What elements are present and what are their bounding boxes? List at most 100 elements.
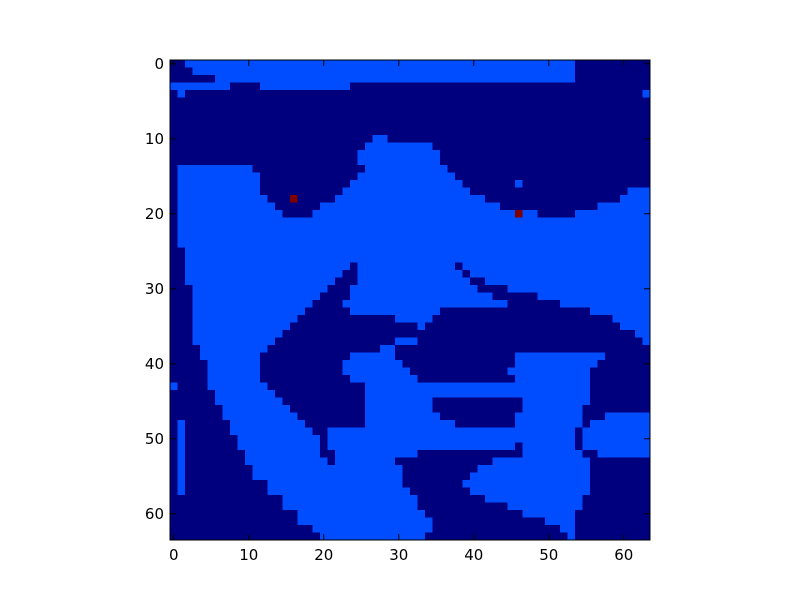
heatmap-cell-run [185, 457, 246, 466]
heatmap-cell-run [170, 510, 298, 518]
heatmap-cell-run [177, 435, 186, 443]
heatmap-cell-run [350, 285, 478, 293]
heatmap-cell-run [192, 67, 576, 76]
heatmap-cell-run [282, 330, 636, 338]
heatmap-cell-run [297, 195, 336, 203]
heatmap-cell-run [170, 330, 193, 338]
heatmap-cell-run [207, 367, 261, 376]
heatmap-cell-run [462, 270, 471, 278]
heatmap-cell-run [177, 225, 651, 233]
heatmap-cell-run [627, 187, 651, 196]
heatmap-cell-run [575, 435, 583, 443]
heatmap-cell-run [185, 427, 231, 436]
heatmap-cell-run [170, 225, 178, 233]
heatmap-cell-run [575, 532, 651, 541]
heatmap-cell-run [207, 375, 261, 383]
heatmap-cell-run [170, 397, 216, 406]
heatmap-cell-run [477, 285, 508, 293]
y-tick-label: 40 [145, 355, 164, 373]
heatmap-cell-run [575, 510, 651, 518]
heatmap-cell-run [177, 382, 208, 391]
x-tick-label: 30 [389, 546, 408, 564]
heatmap-cell-run [327, 442, 516, 451]
heatmap-cell-run [222, 412, 298, 421]
heatmap-cell-run [522, 442, 576, 451]
heatmap-cell-run [350, 307, 441, 316]
heatmap-cell-run [380, 345, 396, 353]
y-tick-label: 60 [145, 505, 164, 523]
heatmap-cell-run [582, 495, 651, 503]
heatmap-cell-run [590, 382, 651, 391]
heatmap-cell-run [170, 465, 178, 473]
heatmap-cell-run [185, 420, 231, 428]
heatmap-cell-run [365, 390, 591, 398]
heatmap-cell-run [207, 360, 261, 368]
heatmap-cell-run [170, 277, 186, 286]
heatmap-cell-run [410, 367, 508, 376]
heatmap-cell-run [170, 450, 178, 458]
heatmap-cell-run [327, 457, 336, 466]
heatmap-cell-run [575, 517, 651, 526]
heatmap-cell-run [605, 412, 651, 421]
heatmap-cell-run [252, 165, 366, 173]
heatmap-cell-run [342, 187, 471, 196]
heatmap-cell-run [545, 517, 576, 526]
heatmap-cell-run [282, 210, 313, 218]
x-tick-label: 20 [314, 546, 333, 564]
heatmap-cell-run [170, 487, 178, 496]
heatmap-cell-run [575, 60, 651, 68]
heatmap-cell-run [470, 487, 591, 496]
heatmap-cell-run [170, 180, 178, 188]
heatmap-cell-run [252, 472, 403, 481]
heatmap-cell-run [582, 427, 651, 436]
heatmap-cell-run [590, 367, 651, 376]
heatmap-cell-run [177, 427, 186, 436]
y-tick-label: 10 [145, 130, 164, 148]
heatmap-cell-run [432, 142, 651, 151]
heatmap-cell-run [507, 300, 561, 308]
heatmap-cell-run [245, 450, 321, 458]
heatmap-cell-run [342, 360, 403, 368]
heatmap-cell-run [267, 345, 381, 353]
heatmap-cell-run [515, 420, 583, 428]
heatmap-cell-run [192, 330, 283, 338]
y-tick-label: 50 [145, 430, 164, 448]
heatmap-cell-run [342, 367, 411, 376]
heatmap-cell-run [335, 450, 418, 458]
heatmap-cell-run [177, 232, 651, 241]
heatmap-cell-run [612, 315, 651, 323]
heatmap-cell-run [582, 420, 591, 428]
heatmap-cell-run [170, 105, 651, 113]
heatmap-cell-run [597, 360, 651, 368]
heatmap-cell-run [320, 442, 328, 451]
heatmap-cell-run [320, 292, 351, 301]
heatmap-cell-run [170, 262, 186, 271]
heatmap-cell-run [185, 270, 343, 278]
heatmap-cell-run [485, 495, 583, 503]
heatmap-cell-run [170, 442, 178, 451]
heatmap-cell-run [470, 187, 628, 196]
heatmap-cell-run [492, 292, 538, 301]
heatmap-cell-run [560, 525, 576, 533]
heatmap-cell-run [170, 532, 321, 541]
heatmap-cell-run [230, 82, 261, 91]
heatmap-cell-run [260, 375, 351, 383]
heatmap-cell-run [312, 427, 328, 436]
heatmap-cell-run [207, 382, 268, 391]
heatmap-cell-run [170, 300, 193, 308]
heatmap-cell-run [417, 502, 508, 511]
heatmap-cell-run [177, 450, 186, 458]
heatmap-cell-run [432, 525, 561, 533]
heatmap-cell-run [350, 292, 493, 301]
heatmap-cell-run [170, 270, 186, 278]
x-tick-label: 50 [539, 546, 558, 564]
heatmap-cell-run [320, 202, 501, 211]
heatmap-cell-run [582, 405, 651, 413]
heatmap-cell-run [590, 390, 651, 398]
heatmap-cell-run [170, 390, 216, 398]
heatmap-cell-run [327, 435, 576, 443]
heatmap-cell-run [170, 337, 193, 346]
heatmap-cell-run [590, 307, 651, 316]
heatmap-cell-run [192, 307, 306, 316]
heatmap-cell-run [192, 292, 321, 301]
